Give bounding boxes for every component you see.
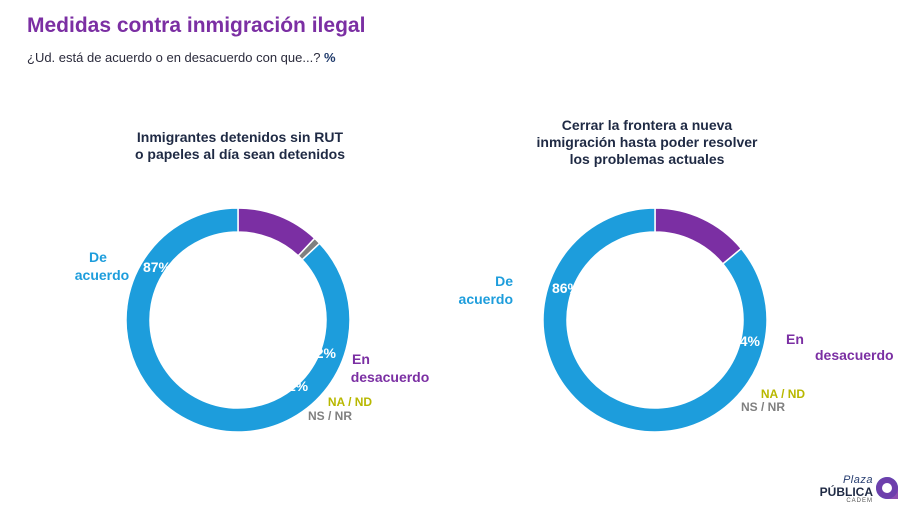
plaza-publica-logo: Plaza PÚBLICA CADEM bbox=[812, 472, 904, 506]
logo-line-plaza: Plaza bbox=[842, 474, 873, 486]
chart-1-category-label-na-nd: NA / ND bbox=[328, 395, 373, 409]
chart-1-category-label-ns-nr: NS / NR bbox=[308, 409, 352, 423]
chart-2-category-label-ns-nr: NS / NR bbox=[741, 400, 785, 414]
chart-2-category-label-de-acuerdo: De bbox=[495, 273, 513, 289]
page-subtitle: ¿Ud. está de acuerdo o en desacuerdo con… bbox=[27, 50, 336, 65]
page-title: Medidas contra inmigración ilegal bbox=[27, 14, 366, 37]
chart-1-category-label-de-acuerdo: acuerdo bbox=[75, 267, 129, 283]
chart-1-category-label-en-desacuerdo: desacuerdo bbox=[351, 369, 430, 385]
chart-2-slice-de-acuerdo bbox=[542, 207, 768, 433]
subtitle-question: ¿Ud. está de acuerdo o en desacuerdo con… bbox=[27, 50, 321, 65]
chart-1-value-label-de-acuerdo: 87% bbox=[143, 259, 172, 275]
chart-1-slice-en-desacuerdo bbox=[237, 207, 316, 257]
chart-2-value-label-de-acuerdo: 86% bbox=[552, 280, 581, 296]
chart-2-category-label-na-nd: NA / ND bbox=[761, 387, 806, 401]
chart-1-slice-de-acuerdo bbox=[125, 207, 351, 433]
chart-1-title-line: Inmigrantes detenidos sin RUT bbox=[136, 129, 344, 145]
chart-2-title-line: los problemas actuales bbox=[569, 151, 725, 167]
logo-line-cadem: CADEM bbox=[846, 498, 873, 504]
chart-2-title: Cerrar la frontera a nueva inmigración h… bbox=[487, 117, 807, 168]
speech-bubble-icon bbox=[876, 477, 898, 499]
chart-1-category-label-de-acuerdo: De bbox=[89, 249, 107, 265]
chart-1-category-label-en-desacuerdo: En bbox=[352, 351, 370, 367]
chart-2-title-line: inmigración hasta poder resolver bbox=[536, 134, 758, 150]
chart-2-category-label-en-desacuerdo: desacuerdo bbox=[815, 347, 894, 363]
chart-1-title-line: o papeles al día sean detenidos bbox=[134, 146, 346, 162]
chart-2-value-label-en-desacuerdo: 14% bbox=[732, 333, 761, 349]
chart-1-title: Inmigrantes detenidos sin RUT o papeles … bbox=[80, 129, 400, 163]
chart-1-value-label-en-desacuerdo: 12% bbox=[308, 345, 337, 361]
chart-1-value-label-ns-nr: 1% bbox=[288, 378, 309, 394]
chart-2-title-line: Cerrar la frontera a nueva bbox=[561, 117, 733, 133]
chart-2-category-label-en-desacuerdo: En bbox=[786, 331, 804, 347]
chart-2-category-label-de-acuerdo: acuerdo bbox=[459, 291, 513, 307]
subtitle-unit: % bbox=[324, 50, 336, 65]
chart-2-slice-en-desacuerdo bbox=[654, 207, 743, 265]
logo-line-publica: PÚBLICA bbox=[819, 485, 873, 499]
